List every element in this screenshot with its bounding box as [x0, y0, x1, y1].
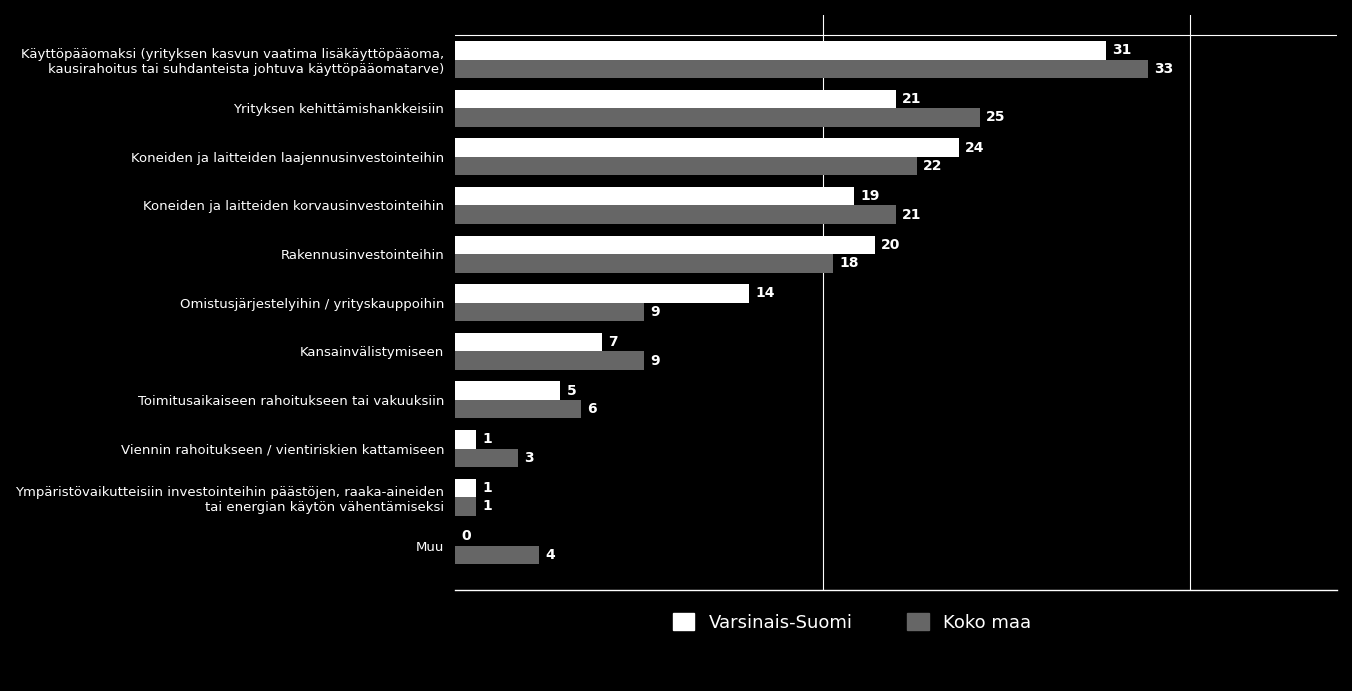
Text: 9: 9 — [650, 305, 660, 319]
Bar — [456, 59, 1148, 78]
Bar — [456, 430, 476, 448]
Bar — [456, 90, 896, 108]
Bar — [456, 108, 980, 126]
Text: 25: 25 — [987, 111, 1006, 124]
Text: 21: 21 — [902, 92, 922, 106]
Text: 20: 20 — [882, 238, 900, 252]
Bar — [456, 205, 896, 224]
Legend: Varsinais-Suomi, Koko maa: Varsinais-Suomi, Koko maa — [665, 606, 1038, 639]
Bar — [456, 138, 959, 157]
Text: 9: 9 — [650, 354, 660, 368]
Bar — [456, 41, 1106, 59]
Text: 22: 22 — [923, 159, 942, 173]
Bar — [456, 157, 917, 176]
Text: 24: 24 — [965, 140, 984, 155]
Text: 21: 21 — [902, 208, 922, 222]
Bar — [456, 546, 539, 565]
Bar — [456, 479, 476, 497]
Text: 0: 0 — [461, 529, 470, 544]
Text: 19: 19 — [860, 189, 880, 203]
Text: 33: 33 — [1155, 62, 1174, 76]
Text: 5: 5 — [566, 384, 576, 397]
Text: 18: 18 — [840, 256, 859, 270]
Text: 1: 1 — [483, 500, 492, 513]
Bar — [456, 333, 602, 351]
Text: 31: 31 — [1113, 44, 1132, 57]
Text: 1: 1 — [483, 481, 492, 495]
Bar — [456, 284, 749, 303]
Text: 6: 6 — [587, 402, 598, 416]
Bar — [456, 448, 518, 467]
Bar — [456, 254, 833, 272]
Bar — [456, 303, 644, 321]
Bar — [456, 187, 854, 205]
Text: 1: 1 — [483, 433, 492, 446]
Bar — [456, 381, 560, 400]
Bar — [456, 351, 644, 370]
Bar — [456, 400, 581, 418]
Bar — [456, 236, 875, 254]
Text: 7: 7 — [608, 335, 618, 349]
Bar — [456, 497, 476, 515]
Text: 14: 14 — [756, 287, 775, 301]
Text: 4: 4 — [545, 548, 556, 562]
Text: 3: 3 — [525, 451, 534, 465]
